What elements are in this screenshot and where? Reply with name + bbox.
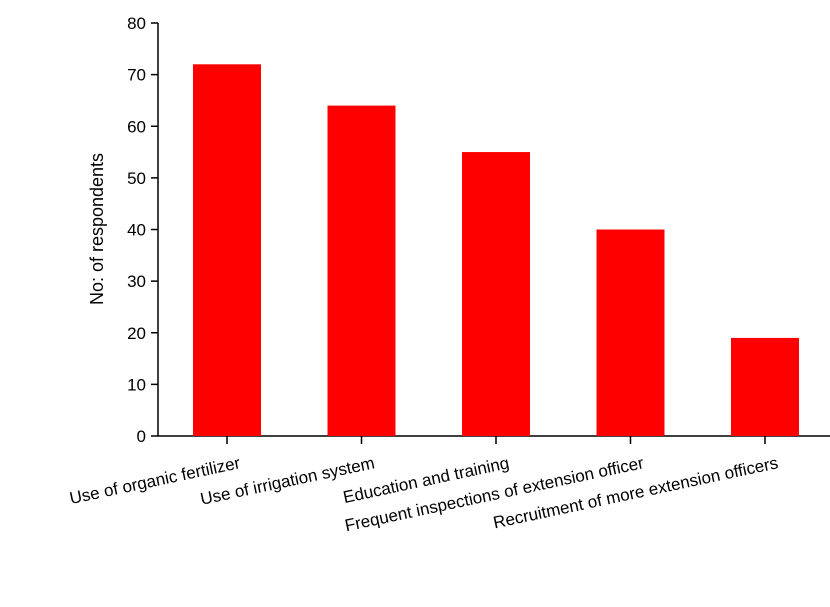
y-tick-label: 50 — [127, 169, 146, 188]
bar — [462, 152, 530, 436]
y-tick-label: 0 — [137, 427, 146, 446]
y-tick-label: 60 — [127, 117, 146, 136]
y-tick-label: 10 — [127, 375, 146, 394]
y-ticks: 0 10 20 30 40 50 60 70 80 — [127, 14, 158, 446]
bars — [193, 64, 799, 437]
y-tick-label: 80 — [127, 14, 146, 33]
y-axis-title: No: of respondents — [87, 153, 107, 305]
y-tick-label: 70 — [127, 66, 146, 85]
y-tick-label: 20 — [127, 324, 146, 343]
bar — [596, 229, 665, 436]
bar — [193, 64, 261, 437]
y-axis: 0 10 20 30 40 50 60 70 80 — [127, 14, 159, 446]
y-tick-label: 30 — [127, 272, 146, 291]
bar — [327, 105, 396, 436]
y-tick-label: 40 — [127, 221, 146, 240]
bar — [731, 337, 799, 436]
